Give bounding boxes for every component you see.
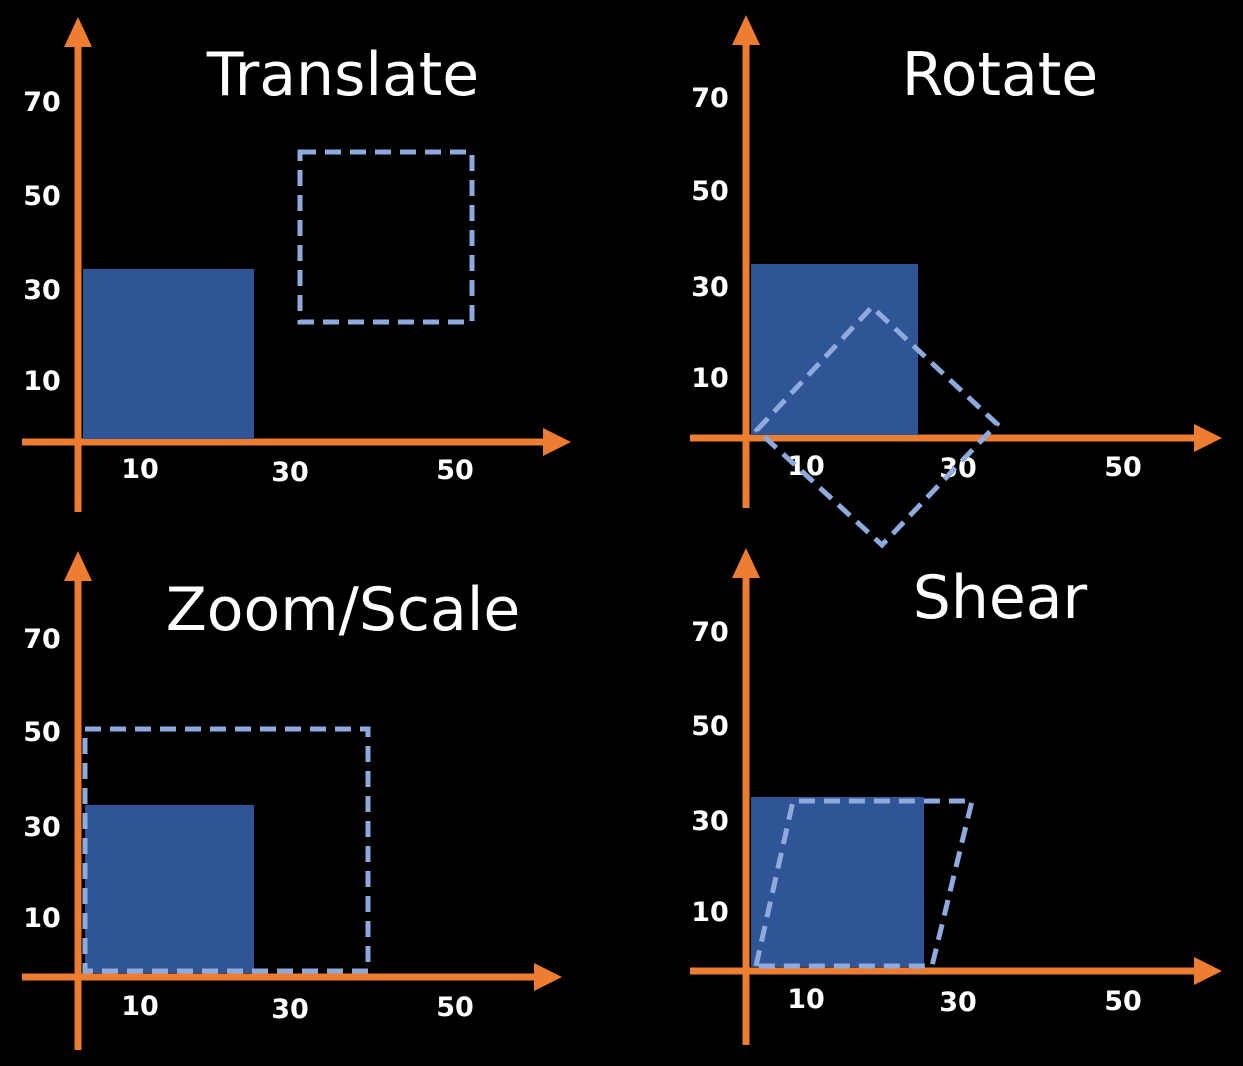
y-tick-label: 30 — [23, 275, 61, 306]
x-axis-arrowhead — [543, 428, 571, 456]
y-tick-label: 10 — [23, 366, 61, 397]
y-tick-label: 70 — [691, 617, 729, 648]
x-tick-label: 10 — [121, 454, 159, 485]
original-rectangle — [83, 269, 254, 439]
translated-rectangle — [297, 149, 475, 325]
x-tick-label: 50 — [1104, 986, 1142, 1017]
y-tick-label: 50 — [23, 717, 61, 748]
panel-title-zoom-scale: Zoom/Scale — [166, 575, 521, 645]
x-tick-label: 30 — [271, 994, 309, 1025]
y-axis-arrowhead — [732, 15, 760, 45]
y-tick-label: 10 — [691, 897, 729, 928]
x-tick-label: 30 — [271, 457, 309, 488]
y-axis-arrowhead — [732, 548, 760, 578]
panel-rotate: Rotate 70 50 30 10 10 30 50 — [690, 15, 1222, 549]
y-tick-label: 50 — [691, 176, 729, 207]
x-tick-label: 10 — [787, 984, 825, 1015]
x-axis-arrowhead — [534, 963, 562, 991]
x-axis-arrowhead — [1194, 957, 1222, 985]
x-tick-label: 10 — [121, 991, 159, 1022]
x-tick-label: 50 — [436, 455, 474, 486]
rotated-rectangle — [753, 303, 1001, 549]
panel-translate: Translate 70 50 30 10 10 30 50 — [22, 17, 571, 512]
sheared-parallelogram — [752, 798, 976, 969]
y-tick-label: 70 — [23, 87, 61, 118]
y-tick-label: 50 — [23, 181, 61, 212]
x-tick-label: 50 — [1104, 452, 1142, 483]
x-axis-arrowhead — [1194, 424, 1222, 452]
y-tick-label: 30 — [691, 806, 729, 837]
x-tick-label: 30 — [939, 987, 977, 1018]
original-rectangle — [751, 797, 924, 967]
y-tick-label: 70 — [691, 83, 729, 114]
scaled-rectangle — [82, 726, 371, 974]
panel-title-translate: Translate — [206, 40, 479, 110]
y-axis-arrowhead — [64, 551, 92, 581]
panel-title-rotate: Rotate — [902, 40, 1098, 110]
y-tick-label: 30 — [23, 812, 61, 843]
original-rectangle — [85, 805, 254, 973]
panel-shear: Shear 70 50 30 10 10 30 50 — [690, 548, 1222, 1045]
y-tick-label: 10 — [691, 363, 729, 394]
y-tick-label: 70 — [23, 624, 61, 655]
panel-zoom-scale: Zoom/Scale 70 50 30 10 10 30 50 — [22, 551, 562, 1050]
y-axis-arrowhead — [64, 17, 92, 47]
y-tick-label: 10 — [23, 903, 61, 934]
y-tick-label: 30 — [691, 272, 729, 303]
panel-title-shear: Shear — [913, 563, 1088, 633]
y-tick-label: 50 — [691, 711, 729, 742]
x-tick-label: 50 — [436, 992, 474, 1023]
